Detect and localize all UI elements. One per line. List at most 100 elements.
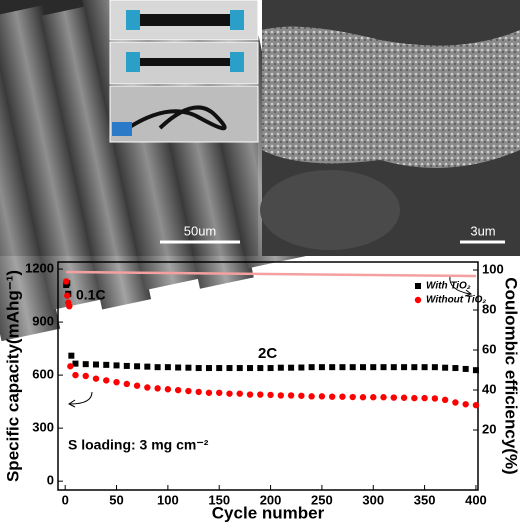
sem-right: 3um	[260, 0, 520, 256]
point	[380, 364, 387, 371]
y2-tick-label: 80	[482, 301, 496, 316]
y2-tick-label: 60	[482, 341, 496, 356]
x-tick-label: 0	[62, 492, 69, 507]
x-tick-label: 100	[157, 492, 179, 507]
point	[339, 364, 346, 371]
point	[421, 394, 428, 402]
point	[195, 388, 202, 396]
point	[411, 394, 418, 402]
x-tick-label: 300	[362, 492, 384, 507]
point	[308, 364, 315, 371]
point	[400, 394, 408, 401]
point	[113, 378, 120, 386]
point	[277, 364, 284, 371]
point	[431, 364, 438, 371]
point	[318, 364, 325, 371]
point	[72, 371, 79, 379]
point	[113, 362, 120, 369]
point	[370, 364, 377, 371]
y2-tick-label: 100	[482, 261, 504, 276]
point	[390, 364, 397, 371]
point	[103, 361, 110, 368]
point	[164, 364, 171, 371]
point	[359, 394, 367, 401]
point	[472, 401, 480, 409]
point	[175, 364, 182, 371]
point	[247, 365, 254, 372]
point	[92, 375, 100, 382]
point	[462, 365, 469, 372]
x-tick-label: 350	[414, 492, 436, 507]
point	[82, 361, 89, 368]
x-tick-label: 250	[311, 492, 333, 507]
point	[123, 380, 131, 388]
point	[66, 302, 73, 310]
point	[154, 364, 161, 371]
x-axis-label: Cycle number	[212, 503, 325, 522]
point	[287, 392, 295, 399]
point	[67, 363, 74, 370]
y-tick-label: 600	[32, 367, 54, 382]
point	[308, 393, 315, 400]
point	[277, 392, 285, 399]
point	[226, 390, 233, 397]
point	[329, 364, 336, 371]
annotation: S loading: 3 mg cm⁻²	[68, 437, 209, 453]
point	[185, 387, 192, 395]
point	[68, 352, 75, 359]
point	[174, 386, 182, 394]
point	[267, 365, 274, 372]
point	[236, 390, 243, 397]
point	[298, 392, 305, 399]
point	[133, 382, 141, 389]
point	[154, 385, 161, 392]
point	[452, 399, 459, 406]
arrow	[68, 399, 76, 408]
point	[144, 363, 151, 370]
point	[452, 365, 459, 372]
y2-axis-label: Coulombic efficiency(%)	[502, 277, 520, 474]
point	[462, 401, 469, 408]
point	[164, 386, 172, 393]
point	[185, 364, 192, 371]
point	[216, 365, 223, 372]
point	[472, 367, 479, 374]
point	[411, 364, 418, 371]
point	[318, 393, 326, 400]
scale-bar-label: 50um	[184, 223, 217, 238]
y-tick-label: 1200	[25, 261, 54, 276]
point	[63, 278, 70, 285]
point	[380, 394, 387, 401]
legend-marker	[415, 283, 421, 289]
point	[236, 365, 243, 372]
x-tick-label: 150	[208, 492, 230, 507]
legend-label: Without TiO₂	[426, 295, 486, 306]
arrow	[449, 275, 471, 295]
x-tick-label: 50	[109, 492, 123, 507]
point	[328, 393, 336, 400]
point	[359, 364, 366, 371]
point	[339, 393, 346, 400]
y2-tick-label: 20	[482, 421, 496, 436]
point	[401, 364, 408, 371]
point	[216, 389, 223, 396]
point	[442, 364, 449, 371]
point	[257, 391, 264, 398]
point	[267, 391, 274, 399]
point	[441, 396, 449, 404]
annotation: 2C	[258, 345, 277, 362]
legend-label: With TiO₂	[426, 281, 471, 292]
plot-frame	[57, 261, 479, 491]
point	[431, 395, 439, 402]
point	[195, 365, 202, 372]
point	[246, 391, 254, 398]
point	[349, 393, 356, 401]
arrow	[464, 289, 473, 297]
point	[134, 363, 141, 370]
point	[298, 364, 305, 371]
point	[123, 362, 130, 369]
point	[226, 365, 233, 372]
y-tick-label: 900	[32, 314, 54, 329]
point	[205, 389, 213, 396]
